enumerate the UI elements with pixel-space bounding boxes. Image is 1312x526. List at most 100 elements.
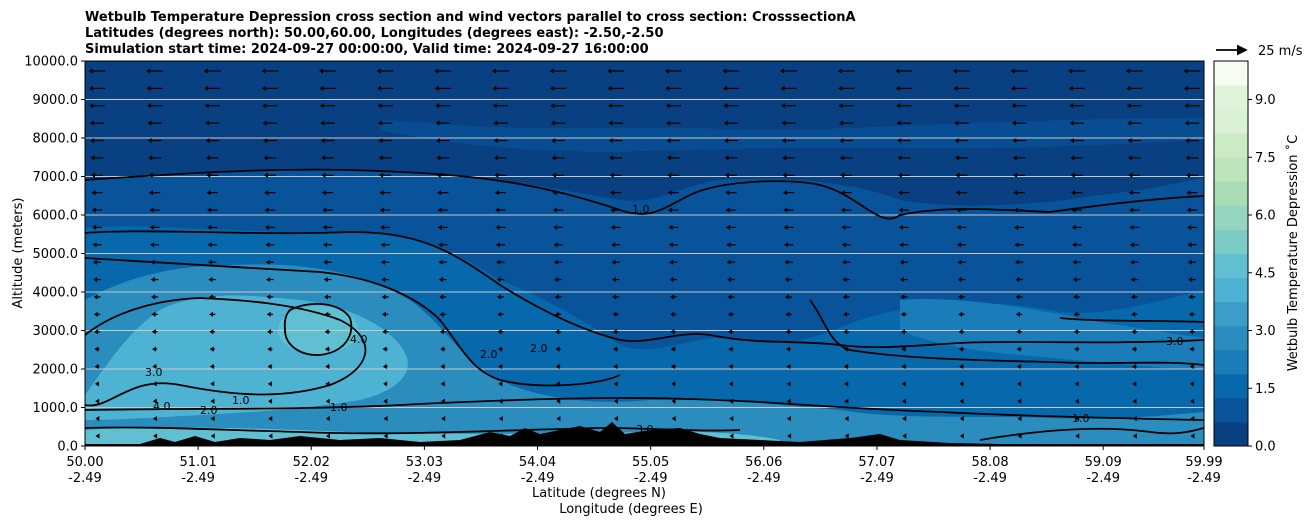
wind-vector xyxy=(724,155,738,161)
wind-vector xyxy=(148,190,161,196)
wind-vector xyxy=(93,276,101,283)
wind-vector xyxy=(786,398,791,404)
colorbar-tick-label: 0.0 xyxy=(1255,440,1276,455)
wind-vector xyxy=(498,398,503,404)
wind-vector xyxy=(726,259,736,265)
wind-vector xyxy=(204,85,221,91)
wind-vector xyxy=(550,120,566,126)
wind-vector xyxy=(1017,381,1022,387)
wind-vector xyxy=(1013,207,1025,213)
wind-vector xyxy=(205,120,220,126)
wind-vector xyxy=(148,155,162,161)
wind-vector xyxy=(729,398,734,404)
wind-vector xyxy=(1014,242,1024,248)
wind-vector xyxy=(613,398,618,404)
wind-vector xyxy=(377,85,394,91)
wind-vector xyxy=(148,172,161,178)
wind-vector xyxy=(1125,68,1143,74)
band-right-upper xyxy=(900,299,1204,370)
wind-vector xyxy=(204,103,220,109)
wind-vector xyxy=(94,363,100,370)
x-tick-label-lat: 57.07 xyxy=(858,455,895,470)
wind-vector xyxy=(671,416,676,422)
colorbar-tick-label: 1.5 xyxy=(1255,382,1276,397)
wind-vector xyxy=(896,120,912,126)
wind-vector xyxy=(437,190,449,196)
wind-vector xyxy=(843,311,850,317)
wind-vector xyxy=(838,103,854,109)
wind-vector xyxy=(92,224,102,231)
wind-vector xyxy=(551,155,565,161)
wind-vector xyxy=(1016,329,1022,335)
wind-vector xyxy=(959,381,964,387)
y-tick-label: 9000.0 xyxy=(33,93,79,108)
wind-vector xyxy=(319,68,337,74)
wind-vector xyxy=(611,259,620,265)
wind-vector xyxy=(842,294,850,300)
contour-labels: 1.0 1.0 1.0 1.0 2.0 2.0 2.0 3.0 3.0 3.0 … xyxy=(145,203,1184,436)
wind-vector xyxy=(727,294,735,300)
wind-vector xyxy=(555,381,561,387)
wind-vector xyxy=(671,398,676,404)
wind-vector xyxy=(725,207,737,213)
wind-vector xyxy=(610,224,621,231)
x-tick-label-lat: 50.00 xyxy=(66,455,103,470)
filled-contours xyxy=(85,118,1204,446)
wind-vector xyxy=(844,381,849,387)
wind-vector xyxy=(840,207,852,213)
wind-vector xyxy=(552,172,565,178)
wind-vector xyxy=(495,242,505,248)
colorbar: 0.0 1.5 3.0 4.5 6.0 7.5 9.0 Wetbulb Temperatur… xyxy=(1213,60,1301,455)
wind-vector xyxy=(1130,276,1139,283)
wind-vector xyxy=(724,172,737,178)
wind-vector xyxy=(899,259,909,265)
wind-vector xyxy=(844,433,849,439)
wind-vector xyxy=(899,242,909,248)
wind-vector xyxy=(152,363,157,370)
wind-vector xyxy=(1075,416,1080,422)
wind-vector xyxy=(440,398,445,404)
wind-vector xyxy=(321,172,334,178)
plot-area xyxy=(85,61,1204,446)
wind-vector xyxy=(150,276,159,283)
wind-vector xyxy=(435,120,451,126)
wind-vector xyxy=(614,433,619,439)
wind-vector xyxy=(1012,137,1026,144)
wind-vector xyxy=(669,294,677,300)
y-tick-label: 2000.0 xyxy=(33,363,79,378)
wind-vector xyxy=(1126,85,1143,91)
wind-vector xyxy=(958,346,965,352)
wind-vector xyxy=(265,224,275,231)
wind-vector xyxy=(262,103,278,109)
wind-vector xyxy=(492,103,509,109)
wind-vector xyxy=(1190,398,1195,404)
wind-vector xyxy=(380,242,390,248)
wind-vector xyxy=(1011,120,1027,126)
wind-vector xyxy=(1189,381,1195,387)
wind-vector xyxy=(146,68,164,74)
wind-vector xyxy=(265,242,275,248)
wind-vector xyxy=(1189,363,1195,370)
contour-2-0-a xyxy=(85,257,621,387)
x-tick-label-lon: -2.49 xyxy=(634,471,668,486)
wind-vector xyxy=(784,242,794,248)
wind-vector xyxy=(206,172,219,178)
wind-vector xyxy=(609,172,622,178)
contour-lines xyxy=(85,168,1204,441)
wind-vector xyxy=(439,329,446,335)
wind-vector xyxy=(320,120,335,126)
x-tick-label-lat: 54.04 xyxy=(519,455,556,470)
wind-vector xyxy=(205,155,219,161)
wind-vector xyxy=(953,103,970,109)
wind-vector xyxy=(207,224,218,231)
wind-vector xyxy=(495,207,506,213)
wind-vector xyxy=(1072,259,1081,265)
wind-vector xyxy=(1070,172,1083,178)
wind-vector xyxy=(729,433,734,439)
wind-vector xyxy=(613,346,619,352)
wind-vector xyxy=(1132,433,1137,439)
wind-vector xyxy=(1188,276,1196,283)
x-tick-label-lat: 55.05 xyxy=(632,455,669,470)
x-axis-label-lon: Longitude (degrees E) xyxy=(559,502,703,517)
wind-vector xyxy=(897,155,911,161)
